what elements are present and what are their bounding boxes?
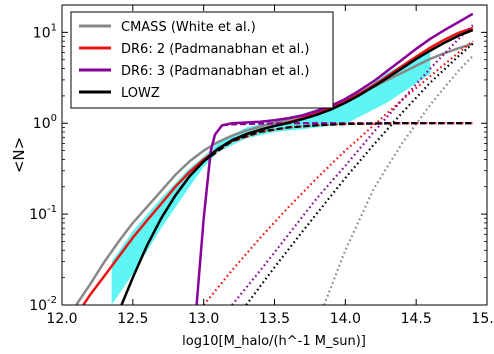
x-tick-label: 13.5: [259, 311, 290, 327]
legend: CMASS (White et al.) DR6: 2 (Padmanabhan …: [70, 11, 334, 109]
series-lowz-central: [203, 122, 473, 163]
y-tick-label: 101: [33, 22, 57, 41]
legend-label: CMASS (White et al.): [121, 20, 256, 35]
legend-label: DR6: 2 (Padmanabhan et al.): [121, 42, 309, 57]
x-tick-label: 14.0: [330, 311, 361, 327]
series-lowz-total: [120, 28, 474, 305]
x-tick-label: 14.5: [401, 311, 432, 327]
series-dr6-3-padmanabhan-et-al-total: [195, 12, 474, 305]
y-tick-label: 100: [33, 113, 57, 132]
legend-label: LOWZ: [121, 86, 160, 101]
series-cmass-white-et-al-total: [75, 42, 474, 305]
x-axis-label: log10[M_halo/(h^-1 M_sun)]: [182, 334, 366, 349]
x-tick-label: 12.5: [117, 311, 148, 327]
y-tick-label: 10-1: [29, 204, 57, 223]
y-tick-label: 10-2: [29, 295, 57, 314]
x-tick-label: 12.0: [46, 311, 77, 327]
legend-box: [70, 11, 334, 109]
x-tick-label: 15.0: [471, 311, 494, 327]
legend-label: DR6: 3 (Padmanabhan et al.): [121, 64, 309, 79]
x-tick-label: 13.0: [188, 311, 219, 327]
lowz-confidence-band: [111, 47, 431, 305]
y-axis-label: <N>: [10, 137, 28, 173]
series-cmass-white-et-al-satellite: [323, 55, 474, 305]
series-lowz-satellite: [245, 42, 474, 305]
